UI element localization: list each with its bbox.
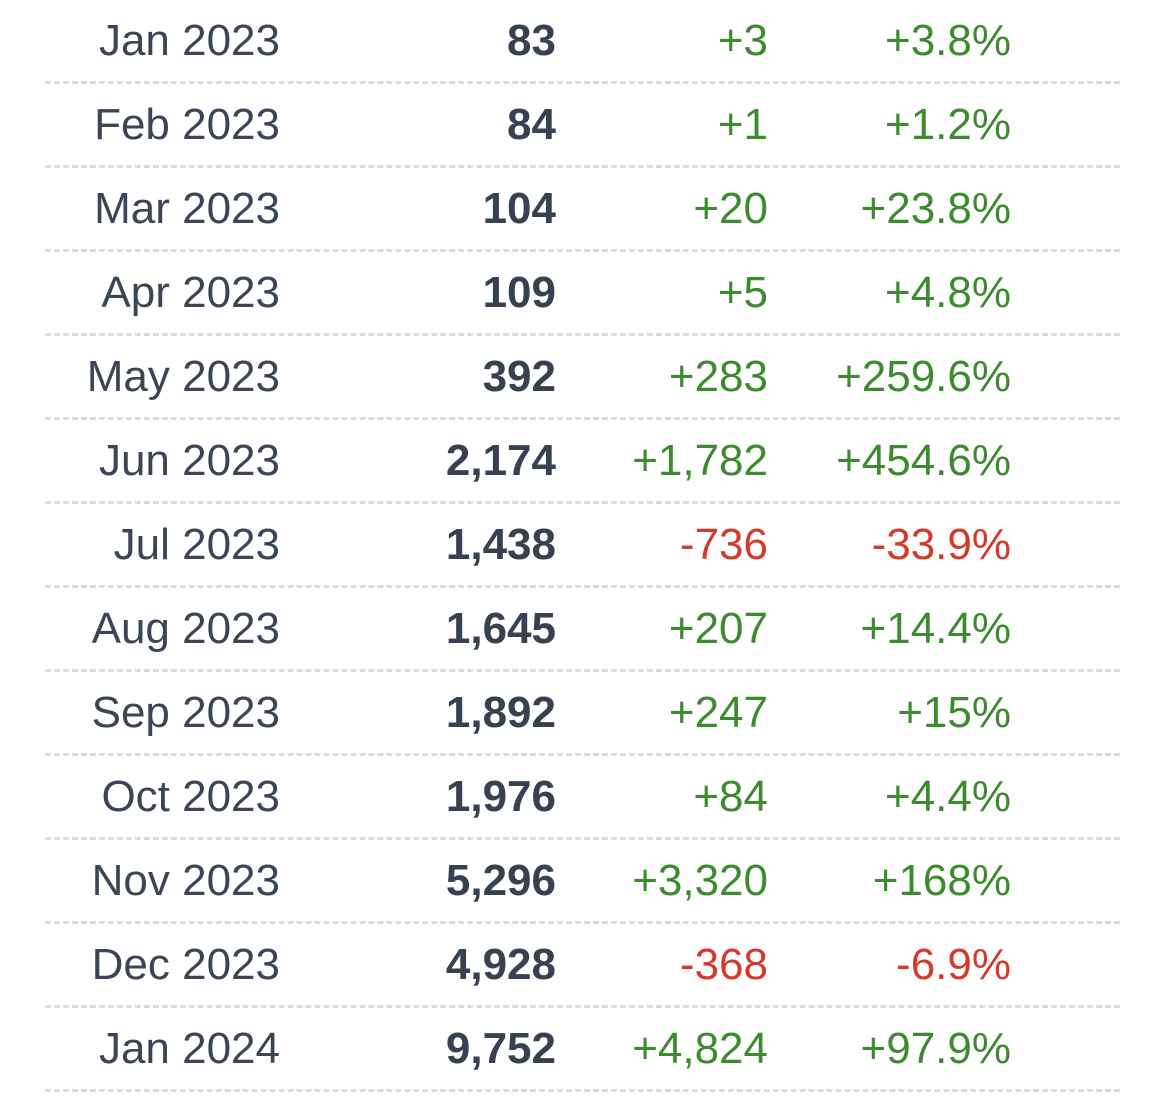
total-cell: 84 bbox=[507, 100, 556, 149]
month-cell: Nov 2023 bbox=[91, 856, 280, 905]
percent-change-cell: -6.9% bbox=[896, 940, 1011, 989]
percent-change-cell: +3.8% bbox=[885, 16, 1011, 65]
change-cell: -736 bbox=[679, 520, 768, 569]
total-cell: 1,892 bbox=[445, 688, 556, 737]
month-cell: Jan 2023 bbox=[98, 16, 280, 65]
month-cell: Sep 2023 bbox=[91, 688, 280, 737]
month-cell: Oct 2023 bbox=[101, 772, 280, 821]
total-cell: 109 bbox=[482, 268, 556, 317]
month-cell: Feb 2023 bbox=[94, 100, 280, 149]
month-cell: Dec 2023 bbox=[91, 940, 280, 989]
percent-change-cell: +259.6% bbox=[836, 352, 1011, 401]
month-cell: Jul 2023 bbox=[113, 520, 280, 569]
total-cell: 392 bbox=[482, 352, 556, 401]
table-row: Jan 2024 9,752 +4,824 +97.9% bbox=[45, 1008, 1120, 1092]
total-cell: 5,296 bbox=[445, 856, 556, 905]
month-cell: May 2023 bbox=[86, 352, 280, 401]
total-cell: 83 bbox=[507, 16, 556, 65]
percent-change-cell: +4.4% bbox=[885, 772, 1011, 821]
table-row: Feb 2023 84 +1 +1.2% bbox=[45, 84, 1120, 168]
table-row: May 2023 392 +283 +259.6% bbox=[45, 336, 1120, 420]
total-cell: 2,174 bbox=[445, 436, 556, 485]
change-cell: +247 bbox=[668, 688, 768, 737]
table-row: Oct 2023 1,976 +84 +4.4% bbox=[45, 756, 1120, 840]
total-cell: 9,752 bbox=[445, 1024, 556, 1073]
change-cell: +3,320 bbox=[632, 856, 768, 905]
percent-change-cell: +15% bbox=[897, 688, 1011, 737]
table-row: Apr 2023 109 +5 +4.8% bbox=[45, 252, 1120, 336]
change-cell: +4,824 bbox=[632, 1024, 768, 1073]
table-row: Jun 2023 2,174 +1,782 +454.6% bbox=[45, 420, 1120, 504]
percent-change-cell: -33.9% bbox=[871, 520, 1011, 569]
monthly-growth-table: Jan 2023 83 +3 +3.8% Feb 2023 84 +1 +1.2% Mar 20… bbox=[45, 0, 1120, 1092]
change-cell: +20 bbox=[693, 184, 768, 233]
percent-change-cell: +23.8% bbox=[860, 184, 1011, 233]
percent-change-cell: +454.6% bbox=[836, 436, 1011, 485]
change-cell: +5 bbox=[717, 268, 768, 317]
table-row: Aug 2023 1,645 +207 +14.4% bbox=[45, 588, 1120, 672]
percent-change-cell: +14.4% bbox=[860, 604, 1011, 653]
table-row: Dec 2023 4,928 -368 -6.9% bbox=[45, 924, 1120, 1008]
table-row: Jul 2023 1,438 -736 -33.9% bbox=[45, 504, 1120, 588]
percent-change-cell: +97.9% bbox=[860, 1024, 1011, 1073]
month-cell: Jan 2024 bbox=[98, 1024, 280, 1073]
table-row: Mar 2023 104 +20 +23.8% bbox=[45, 168, 1120, 252]
percent-change-cell: +168% bbox=[872, 856, 1011, 905]
change-cell: +3 bbox=[717, 16, 768, 65]
table-row: Sep 2023 1,892 +247 +15% bbox=[45, 672, 1120, 756]
table-row: Nov 2023 5,296 +3,320 +168% bbox=[45, 840, 1120, 924]
total-cell: 1,438 bbox=[445, 520, 556, 569]
table-row: Jan 2023 83 +3 +3.8% bbox=[45, 0, 1120, 84]
change-cell: +1,782 bbox=[632, 436, 768, 485]
change-cell: +207 bbox=[668, 604, 768, 653]
change-cell: +1 bbox=[717, 100, 768, 149]
total-cell: 4,928 bbox=[445, 940, 556, 989]
total-cell: 1,645 bbox=[445, 604, 556, 653]
percent-change-cell: +4.8% bbox=[885, 268, 1011, 317]
total-cell: 104 bbox=[482, 184, 556, 233]
month-cell: Apr 2023 bbox=[101, 268, 280, 317]
month-cell: Jun 2023 bbox=[98, 436, 280, 485]
change-cell: -368 bbox=[679, 940, 768, 989]
percent-change-cell: +1.2% bbox=[885, 100, 1011, 149]
month-cell: Aug 2023 bbox=[91, 604, 280, 653]
change-cell: +84 bbox=[693, 772, 768, 821]
change-cell: +283 bbox=[668, 352, 768, 401]
month-cell: Mar 2023 bbox=[94, 184, 280, 233]
total-cell: 1,976 bbox=[445, 772, 556, 821]
